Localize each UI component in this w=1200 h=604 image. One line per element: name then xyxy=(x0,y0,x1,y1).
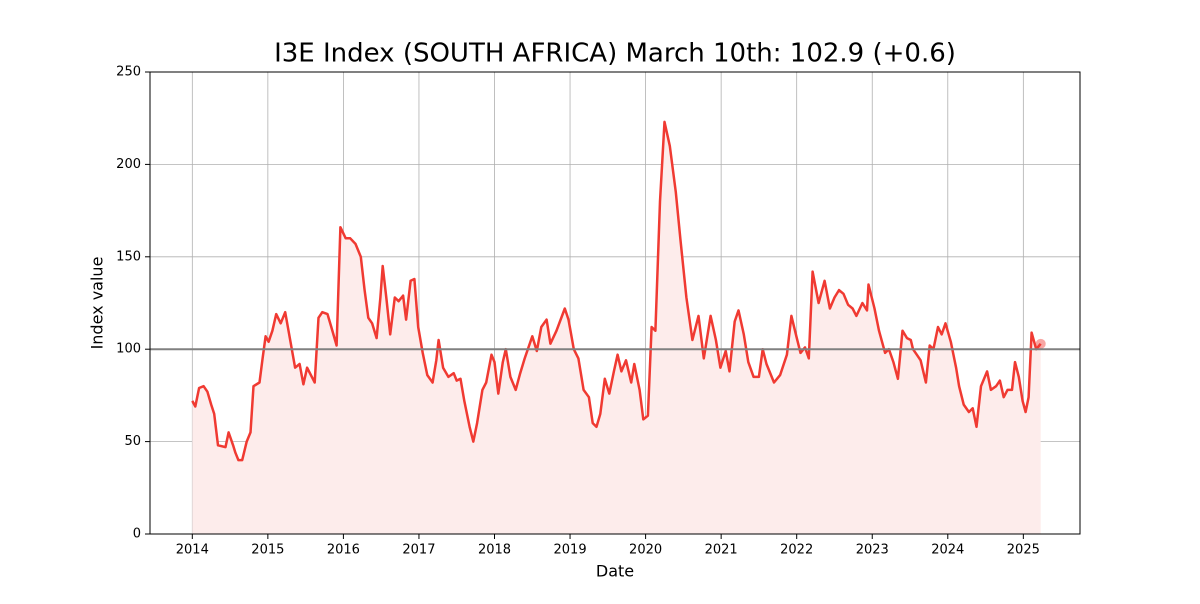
y-tick-label: 50 xyxy=(124,434,141,449)
plot-frame xyxy=(149,71,1081,535)
y-tick-label: 150 xyxy=(116,249,141,264)
y-axis-label: Index value xyxy=(88,257,107,350)
x-tick-label: 2024 xyxy=(931,543,964,558)
x-tick-label: 2023 xyxy=(856,543,889,558)
x-tick-label: 2025 xyxy=(1007,543,1040,558)
data-line xyxy=(191,120,1042,462)
x-tick-label: 2015 xyxy=(251,543,284,558)
y-tick-label: 250 xyxy=(116,65,141,80)
x-tick-label: 2016 xyxy=(327,543,360,558)
x-tick-label: 2018 xyxy=(478,543,511,558)
x-axis-label: Date xyxy=(596,562,634,581)
x-tick-label: 2014 xyxy=(176,543,209,558)
y-tick-label: 0 xyxy=(133,527,141,542)
y-tick-label: 200 xyxy=(116,157,141,172)
x-tick-label: 2017 xyxy=(402,543,435,558)
x-tick-label: 2019 xyxy=(554,543,587,558)
chart-title: I3E Index (SOUTH AFRICA) March 10th: 102… xyxy=(274,39,956,69)
x-tick-label: 2021 xyxy=(705,543,738,558)
x-tick-label: 2022 xyxy=(780,543,813,558)
last-point-marker xyxy=(1035,338,1046,349)
y-tick-label: 100 xyxy=(116,342,141,357)
area-fill xyxy=(192,121,1041,535)
x-tick-label: 2020 xyxy=(629,543,662,558)
